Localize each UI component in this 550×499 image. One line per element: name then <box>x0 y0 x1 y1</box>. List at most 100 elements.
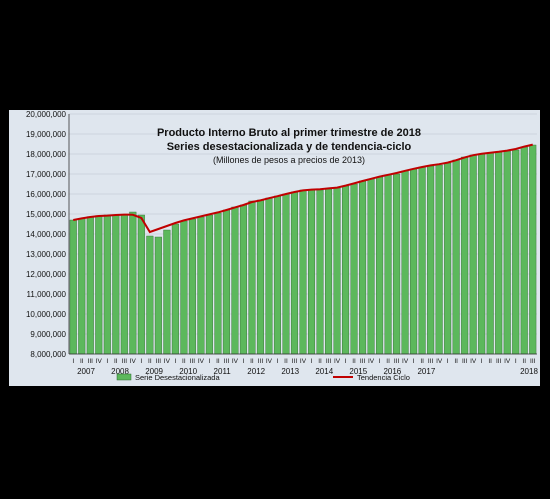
quarter-tick-label: I <box>515 358 517 365</box>
chart-subtitle: Series desestacionalizada y de tendencia… <box>167 141 412 153</box>
y-tick-label: 16,000,000 <box>26 190 67 199</box>
bar <box>154 236 162 355</box>
quarter-tick-label: IV <box>504 358 511 365</box>
quarter-tick-label: III <box>122 358 128 365</box>
quarter-tick-label: IV <box>368 358 375 365</box>
quarter-tick-label: II <box>148 358 152 365</box>
bar <box>307 189 316 355</box>
quarter-tick-label: IV <box>130 358 137 365</box>
quarter-tick-label: I <box>243 358 245 365</box>
bar <box>495 151 503 355</box>
bar <box>103 214 111 355</box>
quarter-tick-label: II <box>386 358 390 365</box>
quarter-tick-label: III <box>292 358 298 365</box>
bar <box>239 204 247 355</box>
chart-title: Producto Interno Bruto al primer trimest… <box>157 127 421 139</box>
quarter-tick-label: III <box>428 358 434 365</box>
bar <box>86 216 94 355</box>
quarter-tick-label: III <box>224 358 230 365</box>
y-tick-label: 19,000,000 <box>26 130 67 139</box>
y-tick-label: 18,000,000 <box>26 150 67 159</box>
year-tick-label: 2010 <box>179 367 197 376</box>
y-tick-label: 8,000,000 <box>30 350 66 359</box>
quarter-tick-label: I <box>379 358 381 365</box>
bar <box>486 152 494 355</box>
legend-label-bars: Serie Desestacionalizada <box>135 373 220 382</box>
y-tick-label: 11,000,000 <box>27 290 67 299</box>
quarter-tick-label: III <box>394 358 400 365</box>
bar <box>461 156 469 355</box>
bar <box>418 166 426 355</box>
bar <box>222 209 230 355</box>
quarter-tick-label: I <box>481 358 483 365</box>
bar <box>325 188 333 355</box>
quarter-tick-label: I <box>277 358 279 365</box>
quarter-tick-label: II <box>454 358 458 365</box>
bar <box>188 218 196 355</box>
quarter-tick-label: II <box>318 358 322 365</box>
bar <box>129 211 137 355</box>
bar <box>316 189 324 355</box>
y-tick-label: 17,000,000 <box>26 170 67 179</box>
quarter-tick-label: III <box>258 358 264 365</box>
quarter-tick-label: IV <box>198 358 205 365</box>
bar <box>444 162 452 355</box>
bar <box>95 215 103 355</box>
bar <box>367 178 375 355</box>
bar <box>376 176 384 355</box>
bar <box>69 219 77 355</box>
y-tick-label: 13,000,000 <box>26 250 67 259</box>
x-ticks: I II III IV I II III IV I II III IV I II III IV I II III IV… <box>72 358 538 376</box>
bar <box>146 235 154 355</box>
quarter-tick-label: III <box>360 358 366 365</box>
quarter-tick-label: IV <box>96 358 103 365</box>
quarter-tick-label: I <box>447 358 449 365</box>
bar <box>520 146 528 355</box>
chart: 8,000,000 9,000,000 10,000,000 11,000,000 12… <box>9 110 540 386</box>
year-tick-label: 2018 <box>520 367 538 376</box>
bar <box>393 173 401 355</box>
quarter-tick-label: II <box>114 358 118 365</box>
bar <box>214 212 222 355</box>
bar <box>290 191 299 355</box>
quarter-tick-label: I <box>208 358 210 365</box>
quarter-tick-label: I <box>140 358 142 365</box>
bar <box>205 214 213 355</box>
legend-label-line: Tendencia Ciclo <box>357 373 410 382</box>
quarter-tick-label: II <box>250 358 254 365</box>
bar <box>435 164 443 355</box>
bars <box>69 144 537 355</box>
y-tick-label: 14,000,000 <box>26 230 67 239</box>
quarter-tick-label: II <box>522 358 526 365</box>
bar <box>197 216 205 355</box>
bar <box>427 165 435 355</box>
y-tick-label: 9,000,000 <box>30 330 66 339</box>
bar <box>256 199 264 355</box>
bar <box>163 229 171 355</box>
bar <box>78 218 86 355</box>
quarter-tick-label: II <box>80 358 84 365</box>
bar <box>180 220 188 355</box>
bar <box>171 223 179 355</box>
trend-line <box>73 143 533 234</box>
quarter-tick-label: III <box>156 358 162 365</box>
bar <box>401 170 409 355</box>
y-tick-label: 12,000,000 <box>26 270 67 279</box>
quarter-tick-label: III <box>190 358 196 365</box>
bar <box>333 187 341 355</box>
chart-frame: 8,000,000 9,000,000 10,000,000 11,000,000 12… <box>9 110 540 386</box>
bar <box>120 213 128 355</box>
bar <box>265 197 273 355</box>
legend: Serie Desestacionalizada Tendencia Ciclo <box>116 373 410 382</box>
quarter-tick-label: III <box>462 358 468 365</box>
quarter-tick-label: I <box>345 358 347 365</box>
quarter-tick-label: IV <box>300 358 307 365</box>
year-tick-label: 2015 <box>349 367 367 376</box>
bar <box>248 200 256 355</box>
year-tick-label: 2016 <box>383 367 401 376</box>
bar <box>359 180 367 355</box>
legend-swatch-bars <box>116 373 132 381</box>
quarter-tick-label: II <box>182 358 186 365</box>
chart-subtitle-units: (Millones de pesos a precios de 2013) <box>213 155 365 165</box>
year-tick-label: 2009 <box>145 367 163 376</box>
